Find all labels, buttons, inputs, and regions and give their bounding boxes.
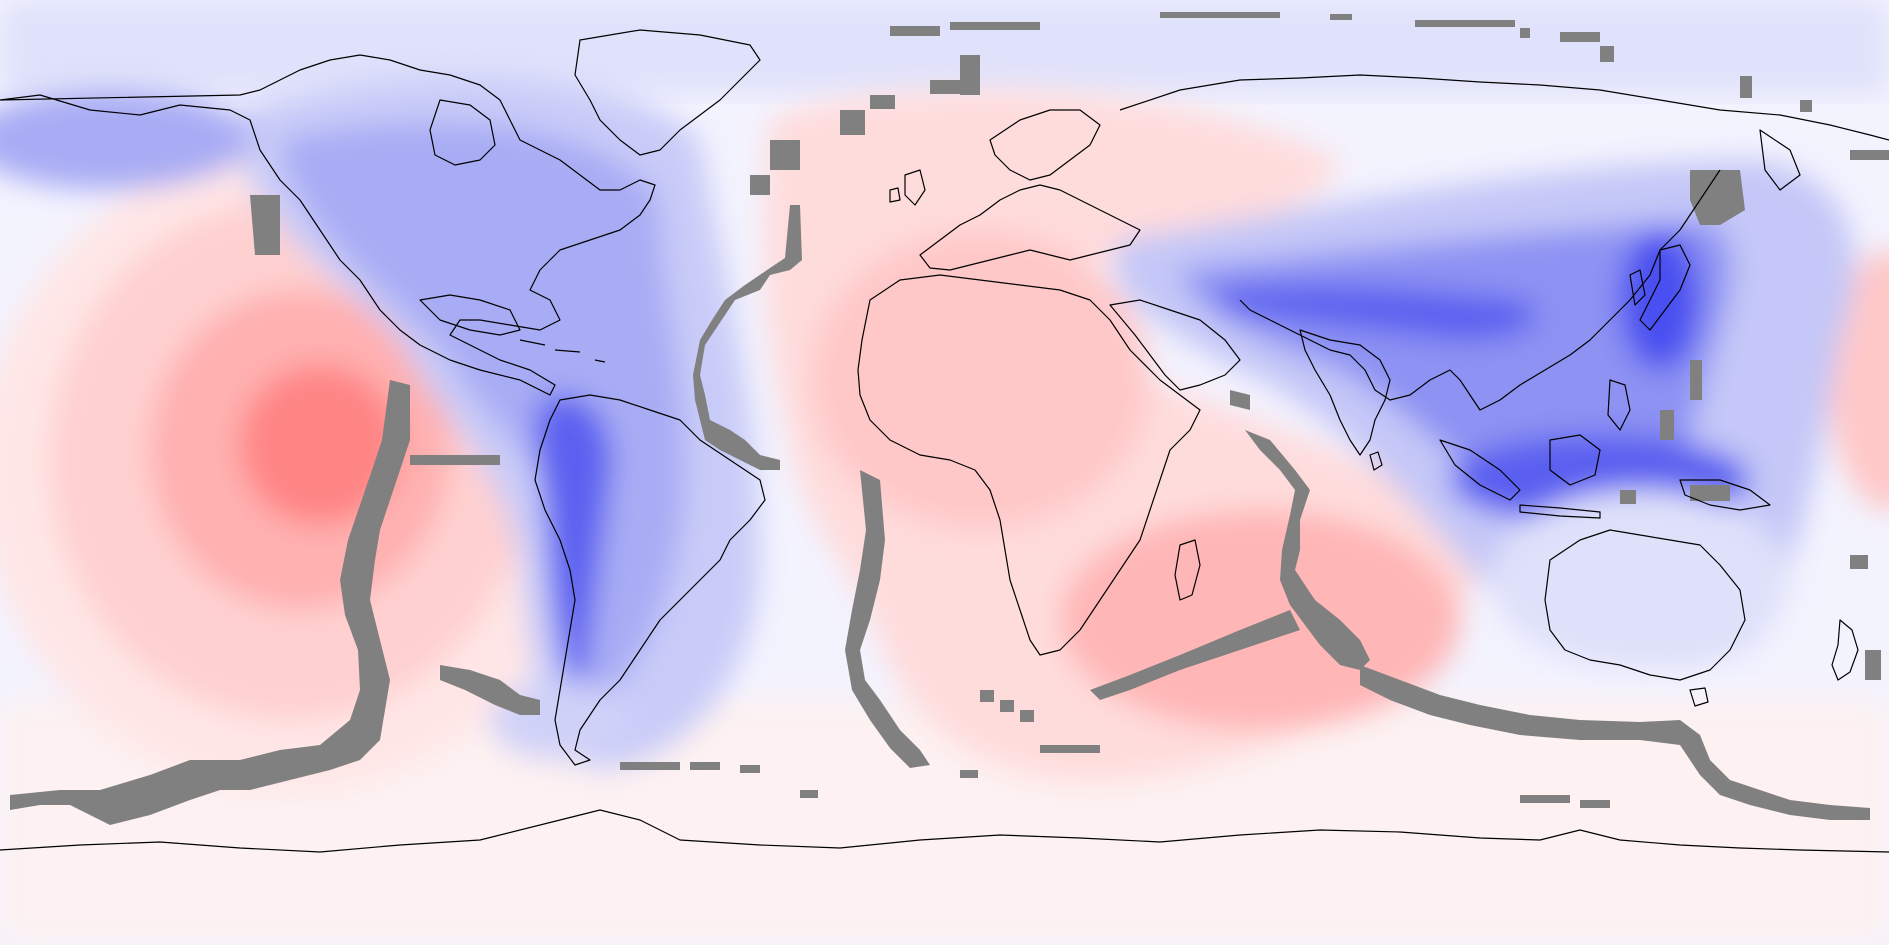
- masked-cell: [1600, 46, 1614, 62]
- east-pacific-core: [240, 365, 400, 525]
- chile-rise: [440, 665, 540, 715]
- masked-cell: [870, 95, 895, 109]
- masked-cell: [1690, 360, 1702, 400]
- masked-cells: [10, 12, 1889, 825]
- europe-coast: [919, 184, 1141, 271]
- japan-coast: [1639, 244, 1691, 331]
- asia-east-coast: [1239, 169, 1721, 411]
- masked-cell: [950, 22, 1040, 30]
- india-coast: [1299, 329, 1391, 456]
- africa-anomaly: [810, 230, 1150, 530]
- north-america-coast: [0, 54, 656, 396]
- sumatra: [1439, 439, 1521, 501]
- antarctica-coast: [0, 809, 1889, 853]
- masked-cell: [1690, 485, 1730, 501]
- masked-cell: [800, 790, 818, 798]
- south-atlantic-ridge: [845, 470, 930, 768]
- masked-cell: [960, 770, 978, 778]
- carlsberg-ridge: [1230, 390, 1250, 410]
- himalaya-blue-strong: [1220, 285, 1537, 340]
- kamchatka-coast: [1759, 129, 1801, 191]
- masked-cell: [1520, 795, 1570, 803]
- andes-blue-strong: [535, 395, 612, 700]
- masked-cell: [1160, 12, 1280, 18]
- okhotsk-block: [1690, 170, 1745, 225]
- southwest-indian-ridge: [1090, 610, 1300, 700]
- coastlines: [0, 29, 1889, 853]
- british-isles: [889, 169, 926, 206]
- gulf-coast: [419, 294, 521, 336]
- japan-blue: [1620, 230, 1700, 370]
- masked-cell: [1580, 800, 1610, 808]
- new-zealand: [1831, 619, 1859, 681]
- masked-cell: [1520, 28, 1530, 38]
- south-america-coast: [534, 394, 766, 766]
- hudson-bay-coast: [429, 99, 496, 166]
- masked-cell: [1330, 14, 1352, 20]
- masked-cell: [690, 762, 720, 770]
- greenland-coast: [574, 29, 761, 156]
- mid-atlantic-ridge: [693, 205, 802, 470]
- masked-cell: [1040, 745, 1100, 753]
- tasmania: [1689, 687, 1709, 707]
- central-indian-ridge: [1245, 430, 1370, 670]
- masked-cell: [740, 765, 760, 773]
- masked-cell: [1020, 710, 1034, 722]
- masked-cell: [1740, 76, 1752, 98]
- masked-cell: [1560, 32, 1600, 42]
- masked-cell: [1620, 490, 1636, 504]
- masked-cell: [620, 762, 680, 770]
- new-guinea: [1679, 479, 1771, 511]
- australia-coast: [1544, 529, 1746, 681]
- masked-cell: [930, 80, 960, 94]
- masked-cell: [1660, 410, 1674, 440]
- masked-cell: [980, 690, 994, 702]
- sri-lanka: [1369, 451, 1383, 471]
- java: [1519, 504, 1601, 519]
- arabia-coast: [1109, 299, 1241, 391]
- masked-cell: [1415, 20, 1515, 27]
- masked-cell: [1865, 650, 1881, 680]
- masked-cell: [770, 140, 800, 170]
- masked-cell: [1850, 555, 1868, 569]
- masked-cell: [1850, 150, 1889, 160]
- galapagos-ridge: [410, 455, 500, 465]
- australia-blue: [1490, 490, 1790, 670]
- masked-cell: [1800, 100, 1812, 112]
- masked-cell: [960, 55, 980, 95]
- southeast-indian-ridge: [1360, 665, 1870, 820]
- africa-coast: [857, 274, 1201, 656]
- masked-cell: [1000, 700, 1014, 712]
- masked-cell: [750, 175, 770, 195]
- madagascar: [1174, 539, 1201, 601]
- north-pacific-blue: [0, 90, 250, 190]
- borneo: [1549, 434, 1601, 486]
- masked-cell: [840, 110, 865, 135]
- arctic-band: [0, 0, 1889, 95]
- scandinavia-coast: [989, 109, 1101, 181]
- philippines: [1607, 379, 1631, 431]
- masked-cell: [890, 26, 940, 36]
- asia-north-coast: [1119, 74, 1889, 141]
- pacific-ridge-small: [250, 195, 280, 255]
- korea-coast: [1629, 269, 1646, 306]
- caribbean-islands: [519, 339, 606, 363]
